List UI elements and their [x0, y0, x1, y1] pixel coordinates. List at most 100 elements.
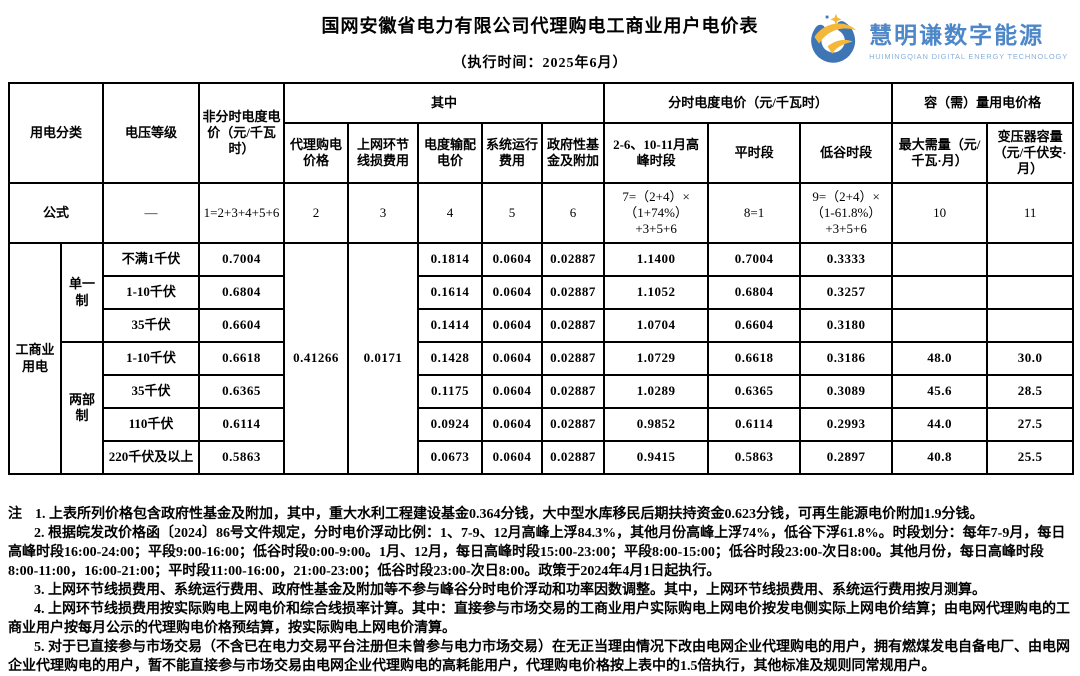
footnote: 5. 对于已直接参与市场交易（不含已在电力交易平台注册但未曾参与电力市场交易）在… — [8, 640, 1070, 674]
cell-transformer — [986, 275, 1075, 310]
cell-gov-fund: 0.02887 — [541, 440, 606, 475]
price-row: 35千伏 0.6365 0.1175 0.0604 0.02887 1.0289… — [9, 374, 1075, 409]
formula-flat: 1=2+3+4+5+6 — [198, 182, 286, 244]
cell-max-demand: 45.6 — [891, 374, 989, 409]
cell-valley: 0.2897 — [799, 440, 894, 475]
cell-system-fee: 0.0604 — [481, 341, 544, 376]
cell-max-demand: 40.8 — [891, 440, 989, 475]
formula-line-loss: 3 — [347, 182, 420, 244]
cell-mid: 0.6604 — [707, 308, 802, 343]
cell-gov-fund: 0.02887 — [541, 308, 606, 343]
header-system-fee: 系统运行费用 — [481, 122, 544, 184]
cell-voltage: 110千伏 — [102, 407, 201, 442]
header-usage-class: 用电分类 — [7, 82, 105, 184]
cell-transmission: 0.1814 — [417, 242, 484, 277]
cell-gov-fund: 0.02887 — [541, 407, 606, 442]
header-agent-price: 代理购电价格 — [283, 122, 350, 184]
cell-transmission: 0.0673 — [417, 440, 484, 475]
cell-voltage: 不满1千伏 — [102, 242, 201, 277]
footnote: 3. 上网环节线损费用、系统运行费用、政府性基金及附加等不参与峰谷分时电价浮动和… — [34, 583, 986, 598]
formula-mid: 8=1 — [707, 182, 802, 244]
cell-flat-price: 0.6804 — [198, 275, 286, 310]
execution-date: （执行时间：2025年6月） — [452, 56, 628, 71]
header-flat-price: 非分时电度电价（元/千瓦时） — [198, 82, 286, 184]
logo-company-name: 慧明谦数字能源 — [869, 21, 1045, 48]
header-transformer-capacity: 变压器容量（元/千伏安·月） — [986, 122, 1075, 184]
cell-max-demand — [891, 308, 989, 343]
cell-valley: 0.3186 — [799, 341, 894, 376]
cell-transmission: 0.1175 — [417, 374, 484, 409]
footnotes: 注 1. 上表所列价格包含政府性基金及附加，其中，重大水利工程建设基金0.364分… — [8, 505, 1072, 676]
cell-gov-fund: 0.02887 — [541, 275, 606, 310]
cell-peak: 1.1400 — [603, 242, 710, 277]
cell-max-demand — [891, 242, 989, 277]
formula-transformer: 11 — [986, 182, 1075, 244]
cell-agent-price: 0.41266 — [283, 242, 350, 475]
header-tou-price: 分时电度电价（元/千瓦时） — [603, 82, 894, 124]
cell-voltage: 35千伏 — [102, 308, 201, 343]
formula-row: 公式 — 1=2+3+4+5+6 2 3 4 5 6 7=（2+4）×（1+74… — [7, 182, 1075, 244]
header-line-loss: 上网环节线损费用 — [347, 122, 420, 184]
cell-valley: 0.2993 — [799, 407, 894, 442]
company-logo: 慧明谦数字能源 HUIMINGQIAN DIGITAL ENERGY TECHN… — [807, 12, 1068, 64]
formula-valley: 9=（2+4）×（1-61.8%）+3+5+6 — [799, 182, 894, 244]
cell-mid: 0.7004 — [707, 242, 802, 277]
cell-category: 工商业用电 — [8, 242, 62, 475]
cell-transformer — [986, 308, 1075, 343]
cell-transformer: 28.5 — [986, 374, 1075, 409]
cell-peak: 1.0704 — [603, 308, 710, 343]
header-mid-period: 平时段 — [707, 122, 802, 184]
cell-mid: 0.6365 — [707, 374, 802, 409]
cell-system-fee: 0.0604 — [481, 440, 544, 475]
header-voltage-level: 电压等级 — [102, 82, 201, 184]
cell-voltage: 220千伏及以上 — [102, 440, 201, 475]
footnote: 4. 上网环节线损费用按实际购电上网电价和综合线损率计算。其中：直接参与市场交易… — [8, 602, 1070, 636]
price-row: 1-10千伏 0.6804 0.1614 0.0604 0.02887 1.10… — [9, 275, 1075, 310]
cell-peak: 1.1052 — [603, 275, 710, 310]
footnote: 注 1. 上表所列价格包含政府性基金及附加，其中，重大水利工程建设基金0.364分… — [8, 505, 1072, 524]
formula-system-fee: 5 — [481, 182, 544, 244]
cell-transformer: 25.5 — [986, 440, 1075, 475]
cell-transmission: 0.1614 — [417, 275, 484, 310]
cell-max-demand — [891, 275, 989, 310]
cell-gov-fund: 0.02887 — [541, 242, 606, 277]
cell-transmission: 0.0924 — [417, 407, 484, 442]
header-valley-period: 低谷时段 — [799, 122, 894, 184]
cell-max-demand: 44.0 — [891, 407, 989, 442]
formula-voltage: — — [102, 182, 201, 244]
cell-transmission: 0.1414 — [417, 308, 484, 343]
price-row: 220千伏及以上 0.5863 0.0673 0.0604 0.02887 0.… — [9, 440, 1075, 475]
price-row: 工商业用电 单一制 不满1千伏 0.7004 0.41266 0.0171 0.… — [8, 242, 1075, 475]
formula-gov-fund: 6 — [541, 182, 606, 244]
cell-flat-price: 0.6365 — [198, 374, 286, 409]
cell-system-fee: 0.0604 — [481, 374, 544, 409]
price-row: 110千伏 0.6114 0.0924 0.0604 0.02887 0.985… — [9, 407, 1075, 442]
cell-peak: 1.0289 — [603, 374, 710, 409]
cell-transformer — [986, 242, 1075, 277]
header-row-2: 代理购电价格 上网环节线损费用 电度输配电价 系统运行费用 政府性基金及附加 2… — [9, 122, 1075, 184]
cell-voltage: 1-10千伏 — [102, 341, 201, 376]
cell-gov-fund: 0.02887 — [541, 374, 606, 409]
cell-system-fee: 0.0604 — [481, 407, 544, 442]
header-capacity-price: 容（需）量用电价格 — [891, 82, 1075, 124]
cell-mid: 0.5863 — [707, 440, 802, 475]
cell-valley: 0.3180 — [799, 308, 894, 343]
cell-peak: 0.9852 — [603, 407, 710, 442]
formula-peak: 7=（2+4）×（1+74%）+3+5+6 — [603, 182, 710, 244]
formula-max-demand: 10 — [891, 182, 989, 244]
price-row: 35千伏 0.6604 0.1414 0.0604 0.02887 1.0704… — [9, 308, 1075, 343]
formula-label: 公式 — [7, 182, 105, 244]
formula-transmission: 4 — [417, 182, 484, 244]
cell-flat-price: 0.6604 — [198, 308, 286, 343]
cell-mid: 0.6804 — [707, 275, 802, 310]
cell-peak: 0.9415 — [603, 440, 710, 475]
cell-peak: 1.0729 — [603, 341, 710, 376]
price-table: 用电分类 电压等级 非分时电度电价（元/千瓦时） 其中 分时电度电价（元/千瓦时… — [7, 82, 1075, 475]
cell-flat-price: 0.6618 — [198, 341, 286, 376]
logo-mark-icon — [811, 13, 857, 63]
cell-mid: 0.6618 — [707, 341, 802, 376]
cell-max-demand: 48.0 — [891, 341, 989, 376]
header-gov-fund: 政府性基金及附加 — [541, 122, 606, 184]
cell-system-single: 单一制 — [59, 242, 105, 343]
header-transmission: 电度输配电价 — [417, 122, 484, 184]
